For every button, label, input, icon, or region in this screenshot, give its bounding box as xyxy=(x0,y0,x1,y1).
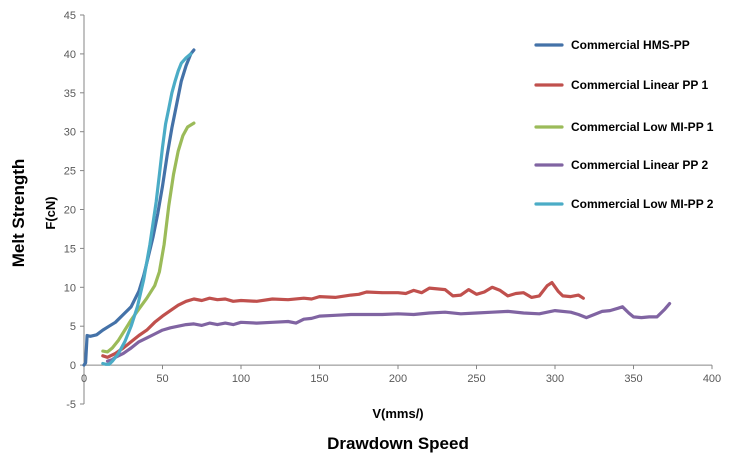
x-tick-label: 150 xyxy=(310,373,328,385)
legend-label-commercial-low-mi-pp-1: Commercial Low MI-PP 1 xyxy=(571,120,714,134)
y-tick-label: 5 xyxy=(70,321,76,333)
y-tick-label: 40 xyxy=(64,49,76,61)
series-line-commercial-hms-pp xyxy=(82,48,196,367)
x-tick-labels: 0 50 100 150 200 250 300 350 400 xyxy=(81,373,721,385)
legend-label-commercial-linear-pp-2: Commercial Linear PP 2 xyxy=(571,158,709,172)
x-tick-label: 0 xyxy=(81,373,87,385)
legend-label-commercial-linear-pp-1: Commercial Linear PP 1 xyxy=(571,78,709,92)
series-line-commercial-linear-pp-2 xyxy=(105,302,672,363)
y-tick-label: 10 xyxy=(64,282,76,294)
y-tick-label: 15 xyxy=(64,243,76,255)
y-axis-label: F(cN) xyxy=(43,196,58,229)
y-tick-label: 25 xyxy=(64,166,76,178)
x-tick-label: 400 xyxy=(703,373,721,385)
x-tick-label: 50 xyxy=(156,373,168,385)
axes xyxy=(80,14,713,405)
series-line-commercial-linear-pp-1 xyxy=(101,281,585,359)
x-axis-outer-title: Drawdown Speed xyxy=(327,434,469,453)
y-tick-labels: -5 0 5 10 15 20 25 30 35 40 45 xyxy=(64,10,76,411)
y-tick-label: 35 xyxy=(64,88,76,100)
y-tick-label: 20 xyxy=(64,205,76,217)
legend-label-commercial-low-mi-pp-2: Commercial Low MI-PP 2 xyxy=(571,197,714,211)
x-axis-label: V(mms/) xyxy=(372,406,423,421)
y-tick-label: 30 xyxy=(64,127,76,139)
x-tick-label: 100 xyxy=(232,373,250,385)
legend-label-commercial-hms-pp: Commercial HMS-PP xyxy=(571,38,690,52)
y-axis-outer-title: Melt Strength xyxy=(9,159,28,268)
y-tick-label: -5 xyxy=(66,399,76,411)
legend: Commercial HMS-PP Commercial Linear PP 1 C… xyxy=(534,38,714,211)
series-lines xyxy=(82,48,672,367)
x-tick-label: 300 xyxy=(546,373,564,385)
x-tick-label: 350 xyxy=(624,373,642,385)
x-tick-label: 200 xyxy=(389,373,407,385)
x-tick-label: 250 xyxy=(467,373,485,385)
series-line-commercial-low-mi-pp-1 xyxy=(101,121,196,354)
y-tick-label: 0 xyxy=(70,360,76,372)
y-tick-label: 45 xyxy=(64,10,76,22)
series-line-commercial-low-mi-pp-2 xyxy=(101,52,193,366)
